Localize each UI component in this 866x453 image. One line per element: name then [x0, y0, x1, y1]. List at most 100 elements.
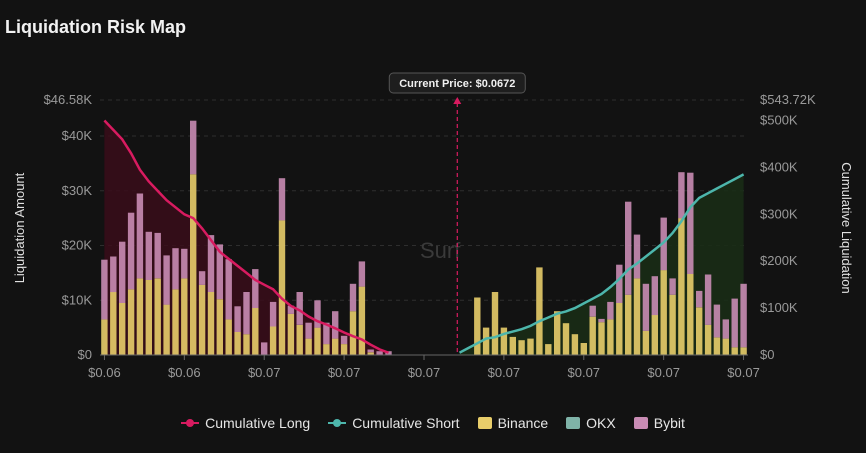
- bar-binance: [296, 324, 303, 355]
- bar-bybit: [127, 212, 135, 290]
- legend-label: Cumulative Short: [352, 415, 460, 431]
- bar-binance: [704, 324, 712, 355]
- legend-cumulative-long[interactable]: Cumulative Long: [181, 415, 310, 431]
- bar-bybit: [642, 283, 650, 331]
- bar-bybit: [740, 283, 747, 348]
- bar-bybit: [722, 319, 729, 339]
- x-tick-label: $0.06: [168, 365, 201, 380]
- bar-binance: [740, 347, 747, 355]
- bar-binance: [642, 330, 650, 355]
- legend-label: Cumulative Long: [205, 415, 311, 431]
- bar-bybit: [367, 349, 374, 353]
- bar-binance: [119, 303, 126, 355]
- bar-bybit: [589, 305, 596, 317]
- legend-okx[interactable]: OKX: [566, 415, 616, 431]
- bar-binance: [332, 338, 339, 355]
- y-tick-label: $20K: [62, 238, 93, 253]
- y-tick-label: $30K: [62, 183, 93, 198]
- bar-binance: [669, 294, 676, 355]
- bar-bybit: [731, 298, 738, 348]
- bar-binance: [349, 311, 357, 355]
- bar-binance: [660, 270, 667, 355]
- bar-binance: [243, 334, 250, 355]
- bar-bybit: [323, 322, 330, 345]
- bar-binance: [527, 338, 534, 355]
- legend-cumulative-short[interactable]: Cumulative Short: [328, 415, 460, 431]
- bar-bybit: [349, 283, 357, 312]
- bar-binance: [696, 307, 703, 355]
- bar-binance: [554, 311, 561, 355]
- bar-binance: [598, 322, 605, 355]
- bar-bybit: [687, 172, 694, 274]
- y2-tick-label: $300K: [760, 206, 798, 221]
- bar-binance: [127, 289, 135, 355]
- bar-binance: [367, 352, 374, 355]
- y2-tick-label: $100K: [760, 300, 798, 315]
- legend-binance[interactable]: Binance: [477, 415, 549, 431]
- bar-bybit: [269, 301, 277, 327]
- watermark: Surf: [420, 238, 461, 263]
- current-price-label: Current Price: $0.0672: [399, 78, 515, 90]
- bar-binance: [722, 338, 729, 355]
- bar-binance: [687, 274, 694, 355]
- bar-bybit: [252, 269, 259, 308]
- current-price-arrow: [453, 97, 462, 104]
- x-tick-label: $0.07: [647, 365, 680, 380]
- bars: [101, 120, 747, 355]
- bar-binance: [101, 319, 108, 355]
- bar-bybit: [305, 322, 312, 339]
- y-tick-label: $46.58K: [44, 92, 93, 107]
- bar-bybit: [181, 248, 188, 279]
- bar-binance: [314, 327, 321, 355]
- legend-bybit-swatch: [633, 417, 648, 429]
- bar-bybit: [261, 342, 268, 355]
- bar-binance: [225, 319, 232, 355]
- bar-binance: [491, 292, 499, 355]
- bar-bybit: [340, 335, 348, 344]
- bar-binance: [216, 299, 223, 355]
- bar-binance: [287, 313, 295, 355]
- x-tick-label: $0.07: [408, 365, 441, 380]
- bar-binance: [518, 340, 525, 355]
- bar-binance: [252, 307, 259, 355]
- bar-binance: [305, 338, 312, 355]
- bar-bybit: [172, 248, 179, 290]
- y-axis-label: Liquidation Amount: [12, 172, 27, 283]
- bar-binance: [500, 327, 508, 355]
- bar-binance: [181, 278, 188, 355]
- y2-tick-label: $543.72K: [760, 92, 816, 107]
- bar-binance: [625, 294, 632, 355]
- bar-bybit: [651, 276, 658, 316]
- bar-bybit: [216, 244, 223, 300]
- bar-bybit: [287, 305, 295, 314]
- bar-bybit: [385, 351, 392, 355]
- bar-bybit: [704, 274, 712, 325]
- bar-binance: [571, 334, 579, 355]
- x-tick-label: $0.07: [248, 365, 281, 380]
- bar-binance: [607, 319, 614, 355]
- current-price-box: [388, 72, 526, 94]
- y2-tick-label: $200K: [760, 253, 798, 268]
- bar-binance: [172, 289, 179, 355]
- bar-bybit: [633, 234, 641, 279]
- bar-bybit: [110, 256, 117, 293]
- bar-binance: [145, 280, 152, 355]
- bar-bybit: [607, 301, 614, 320]
- bar-bybit: [678, 172, 685, 219]
- x-tick-label: $0.07: [328, 365, 361, 380]
- y-tick-label: $40K: [62, 128, 93, 143]
- bar-binance: [633, 278, 641, 355]
- bar-binance: [110, 292, 117, 355]
- bar-bybit: [207, 235, 215, 292]
- y2-axis-label: Cumulative Liquidation: [839, 162, 854, 294]
- y2-tick-label: $500K: [760, 113, 798, 128]
- bar-binance: [234, 332, 241, 355]
- bar-bybit: [376, 351, 383, 355]
- bar-binance: [278, 220, 286, 355]
- bar-bybit: [669, 278, 676, 295]
- legend-label: Binance: [497, 415, 549, 431]
- legend-bybit[interactable]: Bybit: [633, 415, 685, 431]
- legend-binance-swatch: [477, 417, 492, 429]
- legend-label: Bybit: [653, 415, 685, 431]
- bar-binance: [358, 286, 366, 355]
